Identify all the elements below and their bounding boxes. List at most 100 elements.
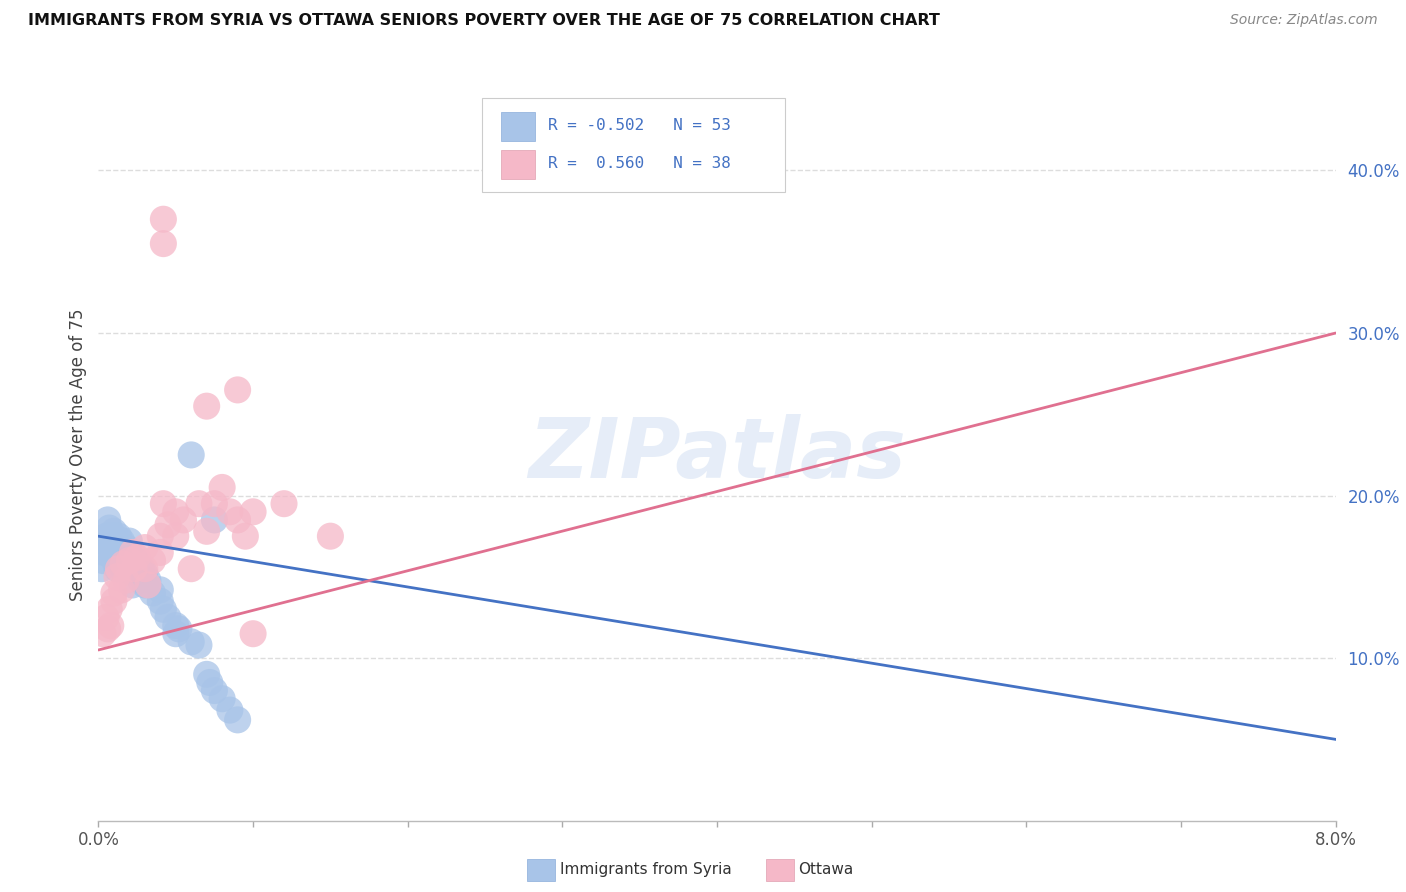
- Point: [97, 622, 120, 636]
- Point: [122, 562, 145, 576]
- Point: [319, 529, 342, 543]
- Point: [157, 517, 180, 532]
- Point: [136, 573, 159, 587]
- Point: [131, 562, 153, 576]
- Point: [219, 703, 242, 717]
- Text: Source: ZipAtlas.com: Source: ZipAtlas.com: [1230, 13, 1378, 28]
- Point: [219, 505, 242, 519]
- Point: [195, 524, 218, 539]
- Point: [101, 537, 124, 551]
- Point: [134, 541, 156, 555]
- Point: [152, 497, 174, 511]
- Point: [115, 573, 138, 587]
- Point: [136, 578, 159, 592]
- Point: [167, 622, 190, 636]
- Point: [235, 529, 257, 543]
- Point: [118, 562, 141, 576]
- Point: [226, 383, 249, 397]
- Point: [242, 626, 264, 640]
- Text: Immigrants from Syria: Immigrants from Syria: [560, 863, 731, 877]
- Point: [91, 553, 114, 567]
- Point: [172, 513, 194, 527]
- Point: [165, 626, 187, 640]
- Point: [142, 553, 165, 567]
- Point: [111, 582, 134, 597]
- Point: [101, 550, 124, 565]
- Point: [98, 602, 121, 616]
- Point: [111, 534, 134, 549]
- Point: [124, 553, 146, 567]
- Point: [127, 566, 149, 581]
- Point: [134, 566, 156, 581]
- Point: [107, 529, 129, 543]
- Point: [118, 534, 141, 549]
- Point: [100, 541, 122, 555]
- Point: [198, 675, 221, 690]
- Point: [118, 553, 141, 567]
- Point: [211, 480, 233, 494]
- Point: [96, 529, 118, 543]
- Point: [134, 562, 156, 576]
- Point: [211, 691, 233, 706]
- Point: [107, 537, 129, 551]
- Point: [149, 582, 172, 597]
- FancyBboxPatch shape: [501, 150, 536, 179]
- Point: [90, 562, 112, 576]
- Point: [105, 570, 128, 584]
- Point: [105, 562, 128, 576]
- Point: [100, 529, 122, 543]
- Point: [152, 236, 174, 251]
- Point: [127, 550, 149, 565]
- Text: R =  0.560   N = 38: R = 0.560 N = 38: [547, 155, 731, 170]
- Point: [117, 553, 139, 567]
- Point: [97, 537, 120, 551]
- Point: [112, 562, 135, 576]
- Point: [121, 578, 143, 592]
- Point: [273, 497, 295, 511]
- Point: [195, 667, 218, 681]
- Point: [204, 513, 226, 527]
- Point: [165, 618, 187, 632]
- Point: [103, 545, 125, 559]
- Point: [115, 541, 138, 555]
- Point: [226, 713, 249, 727]
- Point: [180, 635, 202, 649]
- Point: [97, 513, 120, 527]
- Point: [98, 521, 121, 535]
- Text: Ottawa: Ottawa: [799, 863, 853, 877]
- Point: [134, 578, 156, 592]
- Point: [152, 602, 174, 616]
- Point: [165, 505, 187, 519]
- Point: [103, 529, 125, 543]
- Point: [103, 586, 125, 600]
- Point: [114, 545, 136, 559]
- Point: [105, 550, 128, 565]
- Point: [204, 497, 226, 511]
- Point: [195, 399, 218, 413]
- Point: [122, 562, 145, 576]
- Text: R = -0.502   N = 53: R = -0.502 N = 53: [547, 118, 731, 133]
- Point: [157, 610, 180, 624]
- Point: [93, 545, 115, 559]
- Point: [111, 545, 134, 559]
- Point: [96, 610, 118, 624]
- Y-axis label: Seniors Poverty Over the Age of 75: Seniors Poverty Over the Age of 75: [69, 309, 87, 601]
- Point: [91, 626, 114, 640]
- Point: [188, 497, 211, 511]
- Point: [149, 545, 172, 559]
- Point: [149, 529, 172, 543]
- Point: [226, 513, 249, 527]
- Point: [103, 594, 125, 608]
- Point: [103, 524, 125, 539]
- Point: [204, 683, 226, 698]
- FancyBboxPatch shape: [482, 98, 785, 192]
- Point: [165, 529, 187, 543]
- Point: [180, 448, 202, 462]
- Point: [149, 594, 172, 608]
- Point: [152, 212, 174, 227]
- Point: [180, 562, 202, 576]
- Point: [129, 573, 152, 587]
- FancyBboxPatch shape: [501, 112, 536, 141]
- Point: [121, 545, 143, 559]
- Point: [188, 638, 211, 652]
